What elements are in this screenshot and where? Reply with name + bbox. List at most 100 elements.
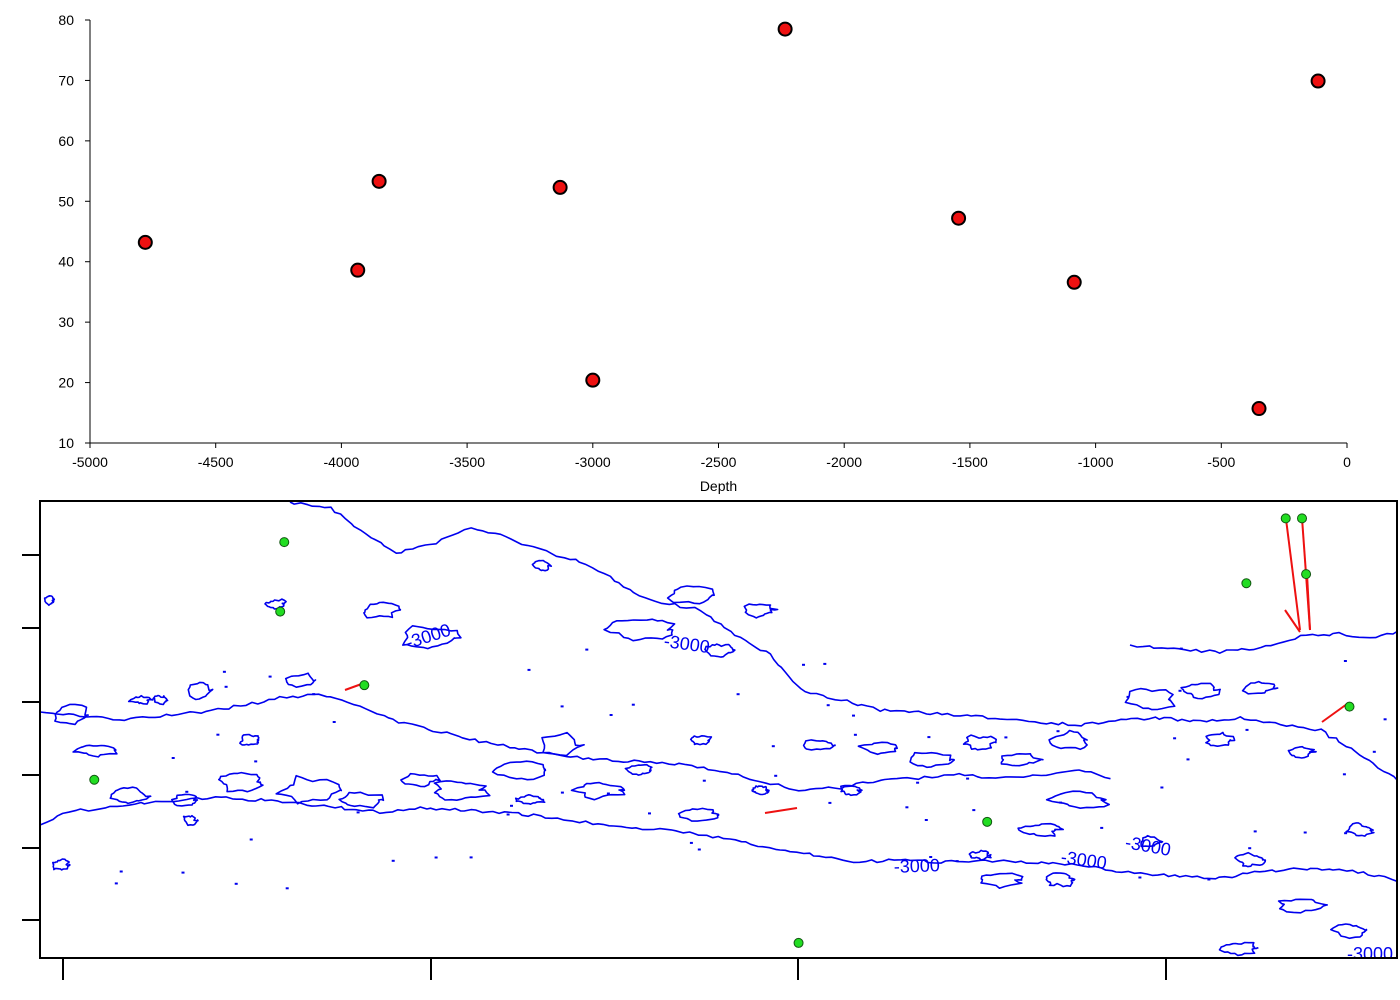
contour-speck <box>527 668 531 671</box>
contour-speck <box>927 736 931 739</box>
contour-speck <box>181 871 185 874</box>
site-marker <box>359 680 370 691</box>
site-link <box>1284 609 1301 633</box>
y-tick-label: 60 <box>58 133 74 149</box>
contour-speck <box>905 806 909 809</box>
contour-blob <box>531 559 553 572</box>
x-tick-label: -4000 <box>323 454 359 470</box>
contour-blob <box>109 786 152 805</box>
contour-speck <box>852 714 855 717</box>
contour-blob <box>43 595 56 607</box>
data-point <box>350 262 366 278</box>
contour-blob <box>840 784 863 797</box>
contour-blob <box>433 780 491 801</box>
y-tick-label: 40 <box>58 254 74 270</box>
contour-label: -3000 <box>1347 944 1393 964</box>
y-tick-label: 30 <box>58 314 74 330</box>
contour-blob <box>152 694 169 706</box>
contour-speck <box>916 781 920 784</box>
y-tick-label: 10 <box>58 435 74 451</box>
contour-blob <box>802 739 836 751</box>
contour-speck <box>1178 689 1182 692</box>
contour-speck <box>1056 730 1060 733</box>
contour-blob <box>743 603 779 619</box>
contour-speck <box>332 721 336 723</box>
site-marker <box>793 937 804 948</box>
contour-speck <box>1059 801 1063 804</box>
contour-speck <box>774 774 778 777</box>
contour-speck <box>1100 826 1104 829</box>
contour-speck <box>560 705 564 708</box>
contour-blob <box>1140 834 1164 848</box>
contour-speck <box>609 714 613 716</box>
contour-label: -3000 <box>1060 847 1108 873</box>
site-link <box>1285 518 1301 631</box>
data-point <box>1251 401 1267 417</box>
x-tick-label: -4500 <box>198 454 234 470</box>
y-tick-label: 80 <box>58 12 74 28</box>
contour-speck <box>1372 750 1376 753</box>
x-tick-label: -2500 <box>701 454 737 470</box>
data-point <box>137 234 153 250</box>
x-tick-label: -1000 <box>1078 454 1114 470</box>
contour-speck <box>1303 831 1307 834</box>
contour-blob <box>1124 687 1176 711</box>
contour-blob <box>1045 790 1110 809</box>
contour-speck <box>356 811 360 814</box>
contour-line <box>40 693 1111 792</box>
contour-blob <box>689 735 713 746</box>
contour-speck <box>1383 718 1387 721</box>
contour-speck <box>391 859 395 862</box>
contour-blob <box>402 625 462 650</box>
bathymetry-map: -3000 -3000-3000 -3000-3000-3000 <box>22 500 1398 980</box>
contour-speck <box>1004 736 1008 739</box>
site-link <box>764 807 798 814</box>
contour-speck <box>1186 758 1190 761</box>
contour-speck <box>434 856 438 859</box>
contour-blob <box>239 733 260 746</box>
contour-line <box>289 501 1397 782</box>
contour-speck <box>1253 830 1257 833</box>
contour-speck <box>114 882 118 885</box>
x-tick-label: -3000 <box>575 454 611 470</box>
data-point <box>951 210 967 226</box>
site-marker <box>89 774 100 785</box>
contour-blob <box>1045 872 1076 888</box>
contour-speck <box>828 801 832 804</box>
y-tick-label: 50 <box>58 193 74 209</box>
contour-blob <box>400 772 441 788</box>
contour-blob <box>570 781 626 801</box>
contour-speck <box>506 813 510 816</box>
data-point <box>371 173 387 189</box>
contour-speck <box>1342 773 1346 776</box>
contour-line <box>1129 630 1397 654</box>
contour-blob <box>338 791 385 809</box>
contour-blob <box>182 814 199 827</box>
contour-speck <box>312 693 316 696</box>
map-frame <box>39 500 1398 959</box>
contour-speck <box>606 792 610 795</box>
contour-speck <box>185 790 189 793</box>
contour-blob <box>72 744 118 758</box>
contour-speck <box>560 791 564 794</box>
contour-blob <box>968 849 992 861</box>
contour-speck <box>802 663 805 666</box>
contour-blob <box>52 858 71 871</box>
data-point <box>777 21 793 37</box>
contour-speck <box>1207 878 1211 881</box>
contour-blob <box>1330 923 1368 940</box>
contour-speck <box>1248 847 1252 850</box>
contour-blob <box>284 672 317 688</box>
contour-label: -3000 <box>663 631 711 657</box>
contour-blob <box>857 741 898 756</box>
data-point <box>552 179 568 195</box>
x-tick-label: 0 <box>1343 454 1351 470</box>
site-marker <box>1297 513 1308 524</box>
contour-speck <box>1160 786 1164 789</box>
site-marker <box>982 816 993 827</box>
contour-blob <box>171 793 199 807</box>
x-tick-label: -5000 <box>72 454 108 470</box>
contour-blob <box>514 794 546 805</box>
site-link <box>1321 703 1348 723</box>
